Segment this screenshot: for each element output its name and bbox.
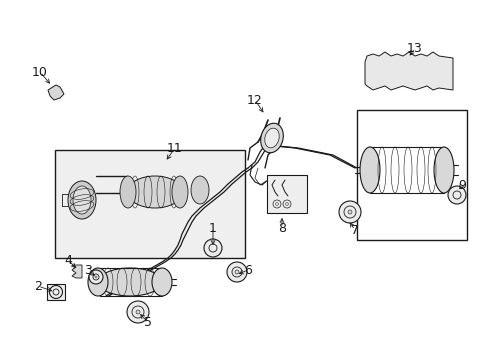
- Ellipse shape: [264, 128, 279, 148]
- Bar: [47, 284, 65, 300]
- Bar: [356, 110, 466, 240]
- Text: 5: 5: [143, 315, 152, 328]
- Ellipse shape: [191, 176, 208, 204]
- Circle shape: [95, 276, 97, 278]
- Text: 7: 7: [350, 224, 358, 237]
- Text: 4: 4: [64, 253, 72, 266]
- Circle shape: [447, 186, 465, 204]
- Text: 13: 13: [407, 41, 422, 54]
- Bar: [266, 175, 306, 213]
- Polygon shape: [72, 265, 82, 278]
- Ellipse shape: [152, 268, 172, 296]
- Circle shape: [203, 239, 222, 257]
- Circle shape: [235, 270, 239, 274]
- Text: 11: 11: [167, 141, 183, 154]
- Ellipse shape: [68, 181, 96, 219]
- Text: 10: 10: [32, 66, 48, 78]
- Text: 8: 8: [278, 221, 285, 234]
- Circle shape: [347, 210, 351, 214]
- Text: 2: 2: [34, 279, 42, 292]
- Circle shape: [275, 202, 278, 206]
- Ellipse shape: [359, 147, 379, 193]
- Text: 3: 3: [84, 264, 92, 276]
- Ellipse shape: [49, 285, 62, 298]
- Polygon shape: [364, 52, 452, 90]
- Circle shape: [226, 262, 246, 282]
- Text: 9: 9: [457, 179, 465, 192]
- Circle shape: [127, 301, 149, 323]
- Circle shape: [285, 202, 288, 206]
- Text: 1: 1: [209, 221, 217, 234]
- Ellipse shape: [172, 176, 187, 208]
- Ellipse shape: [127, 176, 182, 208]
- Ellipse shape: [433, 147, 453, 193]
- Text: 12: 12: [246, 94, 263, 107]
- Circle shape: [89, 270, 103, 284]
- Bar: [55, 150, 244, 258]
- Ellipse shape: [88, 268, 108, 296]
- Circle shape: [338, 201, 360, 223]
- Ellipse shape: [98, 268, 162, 296]
- Ellipse shape: [260, 123, 283, 153]
- Text: 6: 6: [244, 264, 251, 276]
- Ellipse shape: [73, 186, 91, 214]
- Ellipse shape: [120, 176, 136, 208]
- Circle shape: [136, 310, 140, 314]
- Polygon shape: [48, 85, 64, 100]
